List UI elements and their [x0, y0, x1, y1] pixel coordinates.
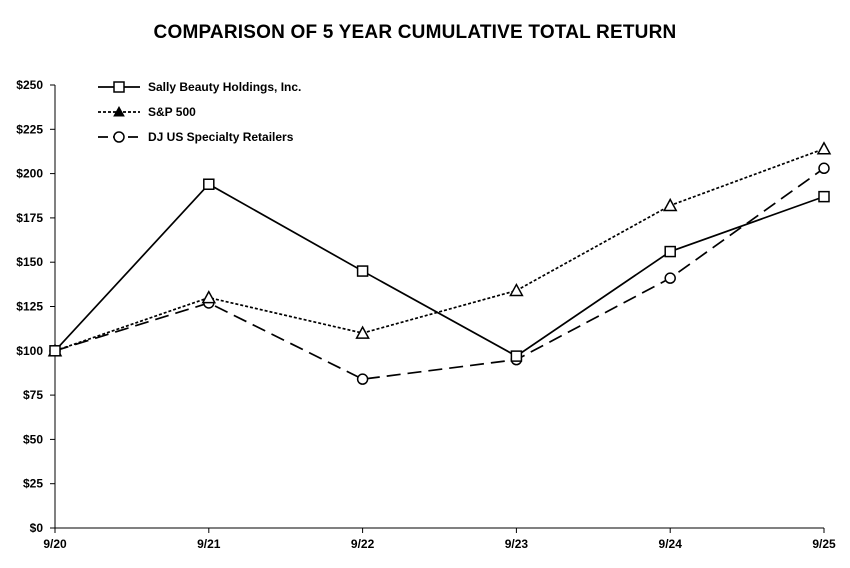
y-tick-label: $0	[30, 521, 44, 535]
data-point-triangle	[355, 325, 370, 339]
y-tick-label: $100	[16, 344, 43, 358]
legend-label: Sally Beauty Holdings, Inc.	[148, 80, 301, 94]
y-tick-label: $150	[16, 255, 43, 269]
data-point-circle	[356, 373, 369, 385]
series-line-square	[54, 183, 825, 358]
data-point-triangle	[816, 141, 832, 155]
y-tick-label: $175	[16, 211, 43, 225]
y-tick-label: $125	[16, 300, 43, 314]
x-tick-label: 9/24	[659, 537, 683, 551]
y-tick-label: $25	[23, 477, 43, 491]
legend-marker	[113, 105, 125, 117]
data-point-circle	[664, 272, 676, 284]
y-tick-label: $75	[23, 388, 43, 402]
data-point-square	[818, 190, 830, 203]
legend-label: DJ US Specialty Retailers	[148, 130, 294, 144]
data-point-square	[356, 265, 369, 277]
data-point-circle	[818, 162, 830, 175]
legend-marker	[113, 81, 125, 93]
data-point-triangle	[662, 197, 678, 212]
y-tick-label: $225	[16, 122, 43, 136]
x-tick-label: 9/23	[505, 537, 529, 551]
data-point-triangle	[509, 282, 524, 297]
data-point-triangle	[201, 290, 217, 304]
y-tick-label: $200	[16, 167, 43, 181]
data-point-square	[510, 350, 523, 362]
legend-label: S&P 500	[148, 105, 196, 119]
data-point-square	[664, 245, 676, 258]
y-tick-label: $50	[23, 432, 43, 446]
x-tick-label: 9/22	[351, 537, 375, 551]
x-tick-label: 9/21	[197, 537, 221, 551]
data-point-square	[49, 345, 61, 357]
series-line-triangle	[54, 147, 825, 352]
x-tick-label: 9/25	[812, 537, 836, 551]
data-point-square	[203, 178, 215, 190]
chart-title: COMPARISON OF 5 YEAR CUMULATIVE TOTAL RE…	[153, 22, 677, 43]
legend-marker	[113, 131, 125, 143]
y-tick-label: $250	[16, 78, 43, 92]
series-line-circle	[54, 167, 825, 381]
x-tick-label: 9/20	[43, 537, 67, 551]
